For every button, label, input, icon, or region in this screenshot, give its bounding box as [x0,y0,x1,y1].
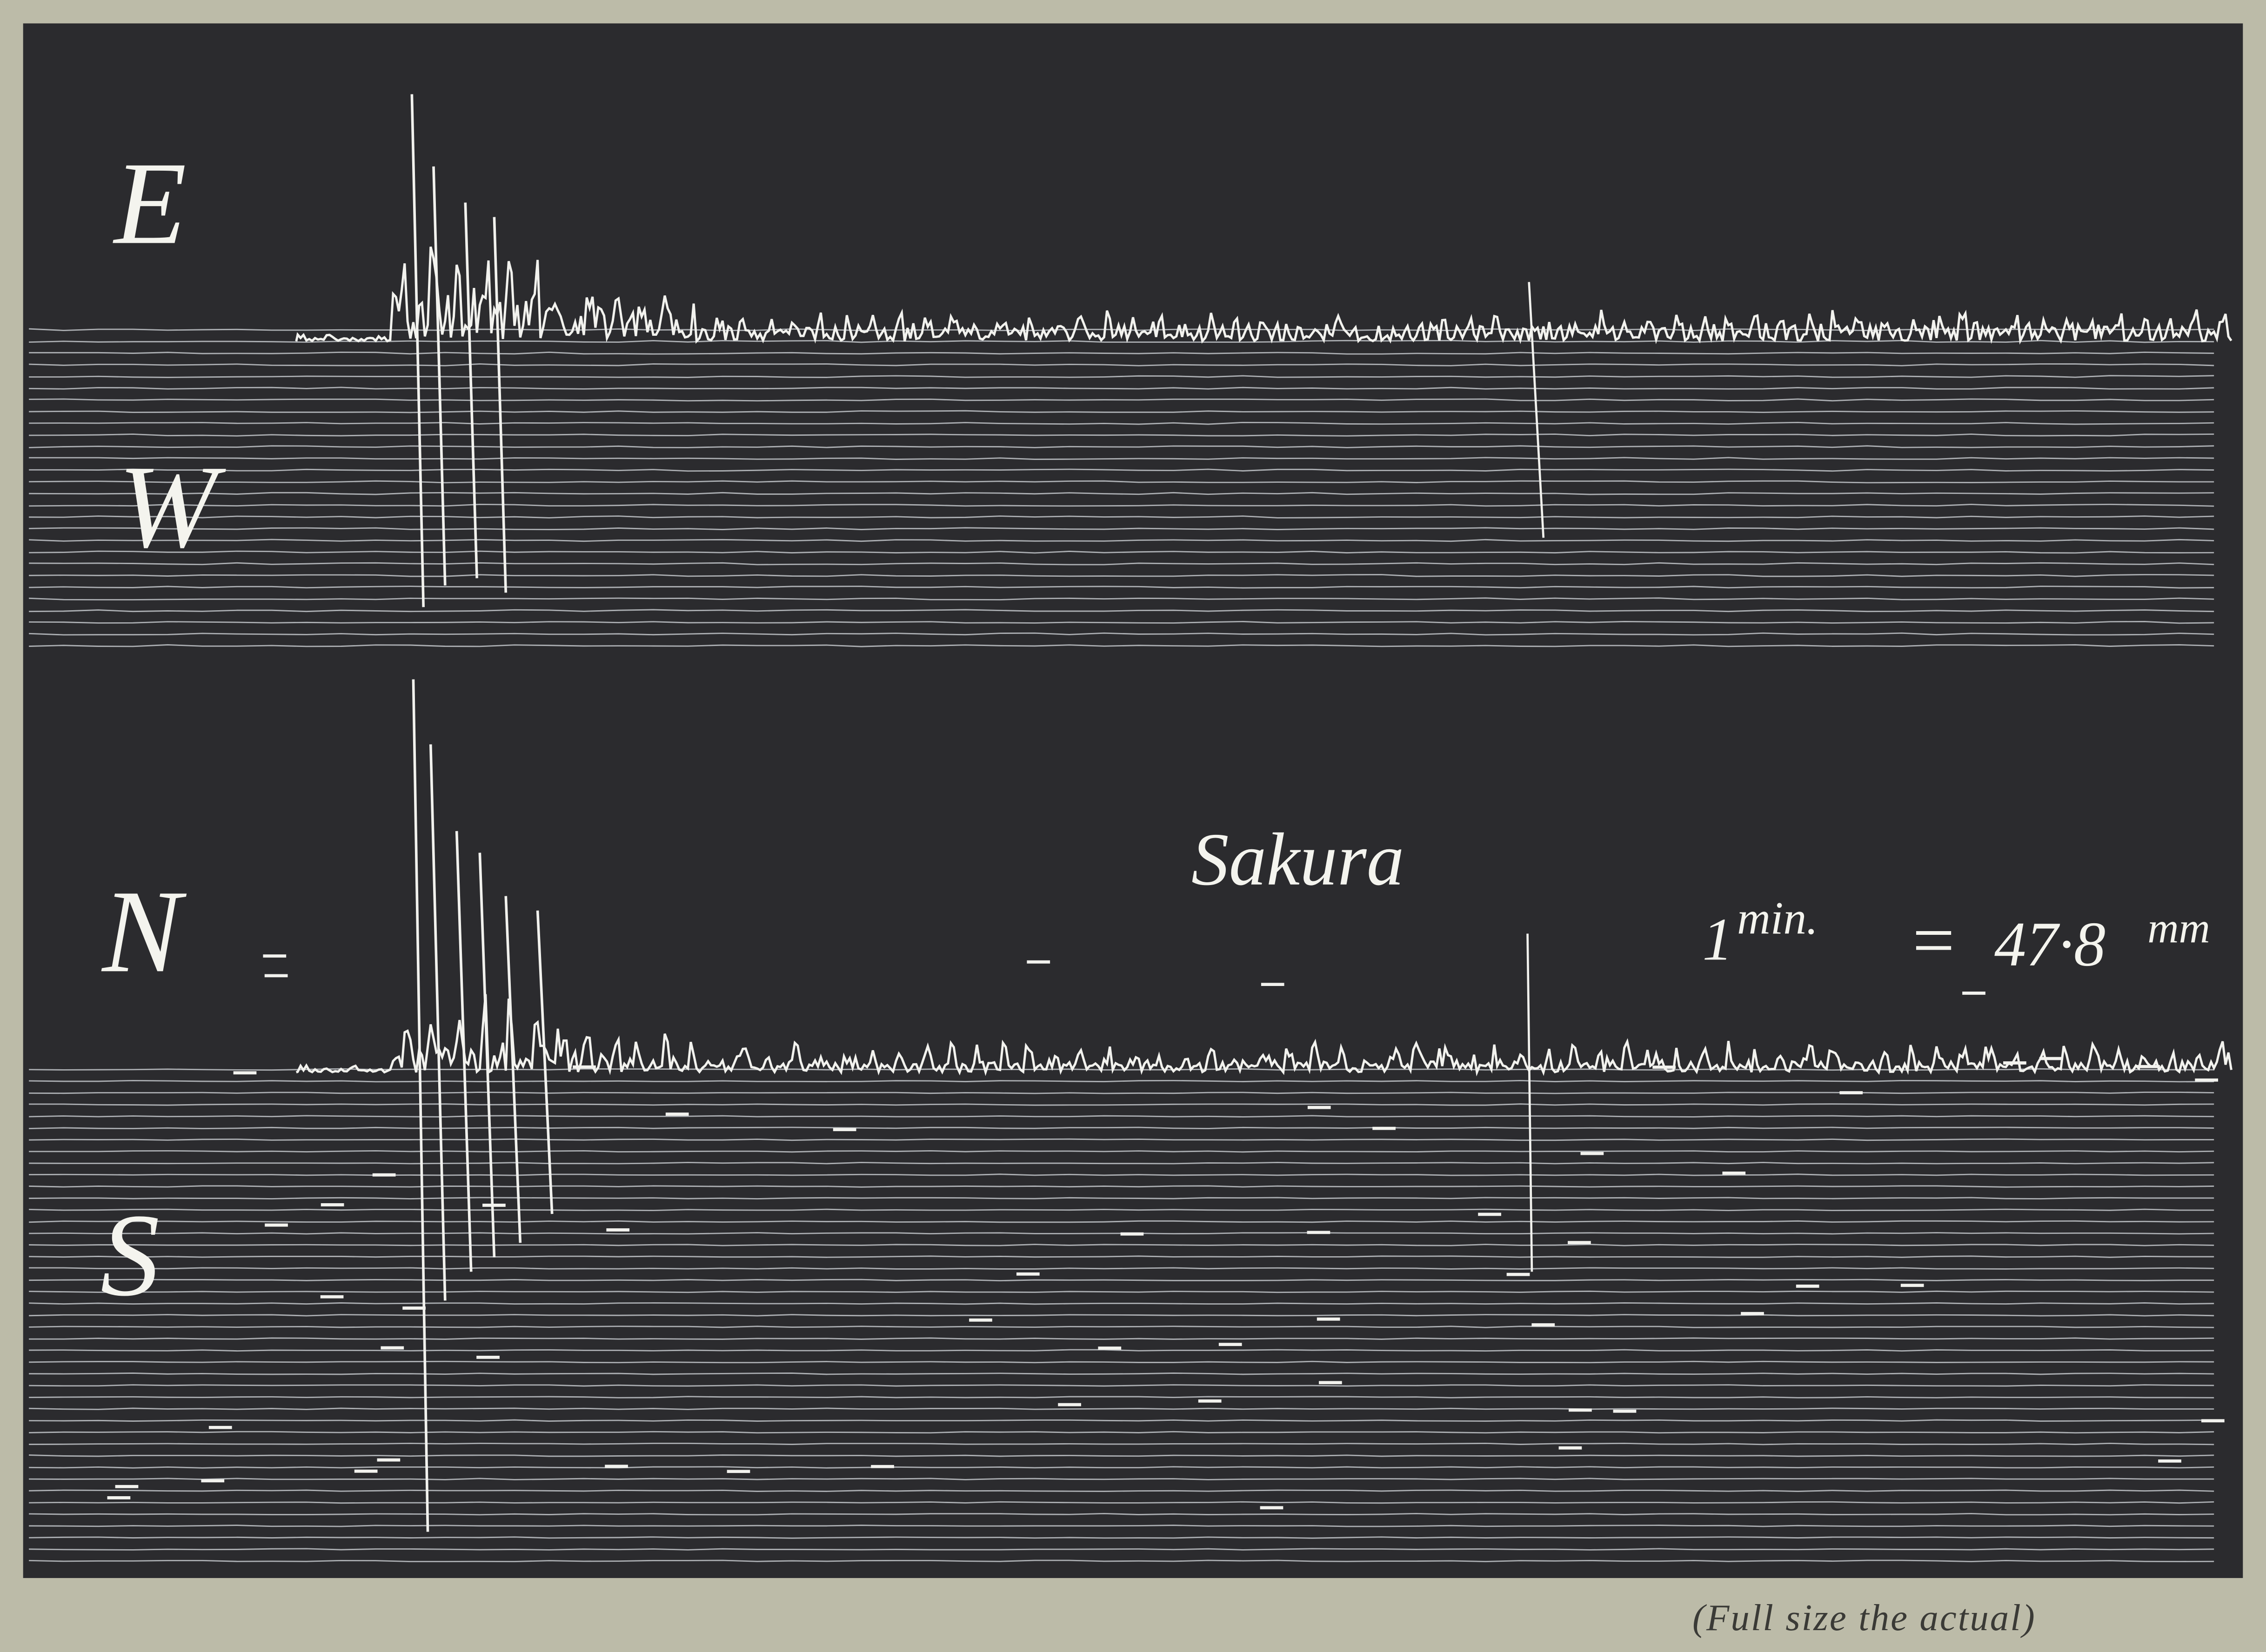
record-line [29,457,2214,460]
trace-spike [429,744,447,1301]
record-line [29,1489,2214,1492]
record-line [29,1290,2214,1293]
record-line [29,609,2214,613]
record-line [29,1220,2214,1223]
record-line [29,562,2214,566]
record-line [29,1349,2214,1352]
record-line [29,1185,2214,1188]
record-line [29,1279,2214,1282]
record-line [29,1443,2214,1446]
record-line [29,1267,2214,1270]
record-line [29,586,2214,589]
traces [29,94,2233,1562]
record-line [29,539,2214,542]
time-unit: min. [1737,892,1818,944]
time-scale: 1 min. = 47·8 mm [1702,892,2210,981]
record-line [29,410,2214,413]
record-line [29,421,2214,425]
record-line [29,1103,2214,1106]
record-line [29,445,2214,448]
time-mark [1528,282,1545,538]
record-line [29,1150,2214,1153]
record-line [29,1115,2214,1118]
length-unit: mm [2147,904,2210,952]
record-line [29,340,2214,343]
time-amount: 1 [1702,906,1732,973]
record-line [29,621,2214,624]
component-label: E [113,138,187,269]
record-line [29,1208,2214,1212]
record-line [29,1407,2214,1410]
record-line [29,1068,2214,1071]
record-line [29,1396,2214,1399]
record-line [29,1454,2214,1457]
record-line [29,480,2214,484]
record-line [29,1138,2214,1141]
record-line [29,1326,2214,1328]
record-line [29,1384,2214,1387]
record-line [29,1419,2214,1422]
time-mark [1526,933,1533,1272]
record-line [29,1372,2214,1375]
record-line [29,1360,2214,1364]
record-line [29,644,2214,647]
record-line [29,1126,2214,1129]
record-line [29,363,2214,366]
record-line [29,386,2214,390]
trace-spike [464,202,478,579]
equals-sign: = [1908,899,1959,982]
record-line [29,351,2214,355]
caption: (Full size the actual) [1692,1597,2036,1639]
record-line [29,1302,2214,1305]
trace-spike [504,896,522,1243]
record-line [29,1337,2214,1340]
component-label: S [100,1190,160,1321]
record-line [29,550,2214,554]
record-line [29,597,2214,600]
trace-spike [410,94,425,607]
record-line [29,1466,2214,1469]
record-line [29,1536,2214,1539]
record-line [29,527,2214,530]
record-line [29,1314,2214,1317]
record-line [29,1197,2214,1199]
record-sheet [23,23,2243,1578]
record-line [29,1559,2214,1562]
trace-spike [493,217,508,593]
record-line [29,1548,2214,1551]
record-line [29,492,2214,495]
record-line [29,1512,2214,1516]
record-line [29,1501,2214,1504]
record-line [29,574,2214,577]
record-line [29,1255,2214,1258]
record-line [29,328,2214,331]
component-label: N [101,866,187,997]
scale-length: 47·8 [1994,909,2106,979]
record-line [29,1244,2214,1246]
trace-spike [478,853,496,1258]
record-line [29,398,2214,402]
trace-spike [432,166,447,586]
record-line [29,1079,2214,1083]
record-line [29,433,2214,437]
record-line [29,468,2214,472]
record-line [29,1525,2214,1527]
trace-spike [455,831,473,1272]
record-line [29,632,2214,636]
record-line [29,515,2214,519]
record-line [29,1173,2214,1176]
trace-spike [412,679,429,1532]
record-line [29,504,2214,507]
component-label: W [118,441,226,573]
seismic-trace [295,994,2233,1077]
record-line [29,375,2214,378]
station-name: Sakura [1191,818,1404,901]
trace-spike [536,910,554,1214]
seismic-trace [295,246,2233,345]
record-line [29,1162,2214,1165]
